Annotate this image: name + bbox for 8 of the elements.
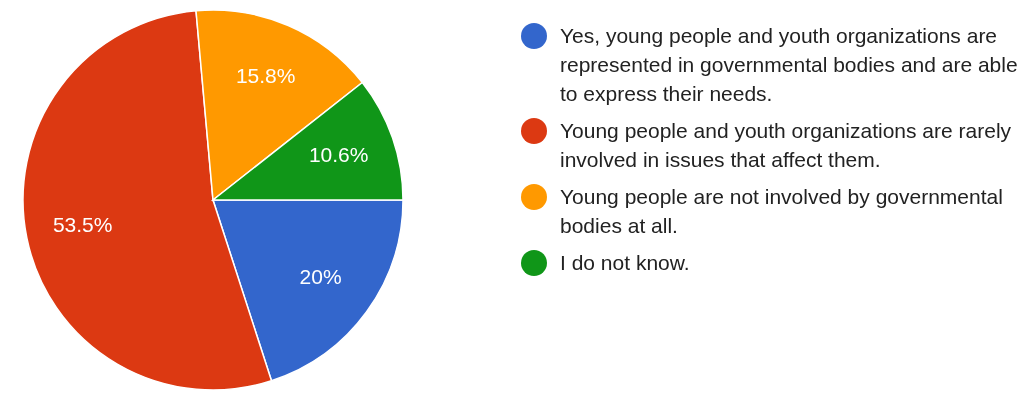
legend-label: Young people are not involved by governmental bodies at all. (560, 185, 1003, 237)
data-label: 20% (299, 264, 342, 288)
legend-label: Yes, young people and youth organizations are represented in governmental bodies and are able to express their needs. (560, 24, 1018, 105)
data-label: 53.5% (52, 213, 113, 237)
legend-label: Young people and youth organizations are rarely involved in issues that affect them. (560, 119, 1012, 171)
data-label: 10.6% (308, 143, 369, 167)
legend-label: I do not know. (560, 251, 690, 274)
data-label: 15.8% (235, 64, 296, 88)
